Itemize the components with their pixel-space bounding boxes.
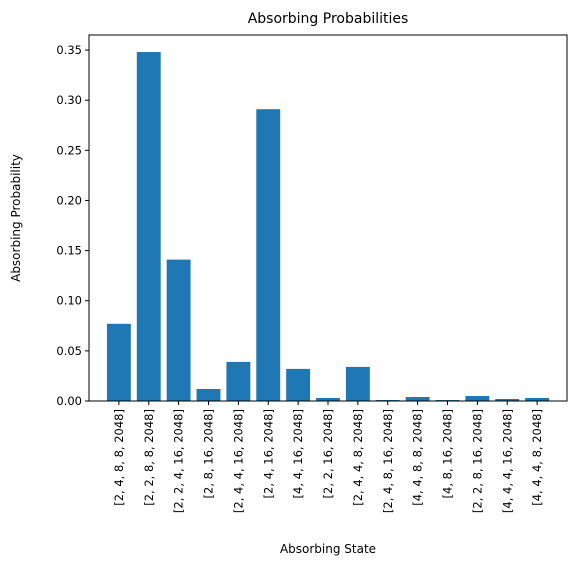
x-tick-label: [4, 4, 16, 2048] <box>291 409 305 498</box>
bar <box>286 368 311 401</box>
chart-title: Absorbing Probabilities <box>248 11 409 27</box>
y-tick-label: 0.15 <box>56 244 82 258</box>
y-axis-label: Absorbing Probability <box>9 154 23 282</box>
plot-area: 0.00 0.05 0.10 0.15 0.20 0.25 0.30 0.35 [2, 4, 8… <box>56 34 568 513</box>
bar <box>525 397 550 401</box>
y-tick-label: 0.20 <box>56 193 82 207</box>
x-tick-label: [2, 2, 4, 16, 2048] <box>172 409 186 513</box>
x-tick-label: [2, 2, 8, 8, 2048] <box>142 409 156 506</box>
y-tick-label: 0.10 <box>56 294 82 308</box>
bar <box>256 109 281 402</box>
bar <box>435 399 460 401</box>
x-tick-label: [2, 2, 16, 2048] <box>321 409 335 498</box>
bar <box>345 366 370 401</box>
bar <box>465 395 490 401</box>
bar <box>106 323 131 401</box>
bar <box>196 388 221 401</box>
x-tick-label: [2, 4, 4, 16, 2048] <box>231 409 245 513</box>
x-tick-label: [2, 4, 4, 8, 2048] <box>351 409 365 506</box>
bar <box>316 397 340 401</box>
y-tick-label: 0.25 <box>56 143 82 157</box>
bar <box>136 52 161 402</box>
x-tick-label: [2, 4, 16, 2048] <box>261 409 275 498</box>
x-tick-label: [4, 4, 4, 8, 2048] <box>530 409 544 506</box>
y-tick-label: 0.05 <box>56 344 82 358</box>
y-tick-label: 0.30 <box>56 93 82 107</box>
bar <box>375 399 400 401</box>
bar <box>226 361 251 401</box>
x-tick-label: [2, 8, 16, 2048] <box>202 409 216 498</box>
y-tick-label: 0.00 <box>56 394 82 408</box>
x-tick-label: [2, 2, 8, 16, 2048] <box>470 409 484 513</box>
bar <box>495 398 520 401</box>
bar <box>405 396 430 401</box>
y-tick-label: 0.35 <box>56 43 82 57</box>
x-axis-label: Absorbing State <box>280 542 376 556</box>
x-tick-label: [4, 8, 16, 2048] <box>441 409 455 498</box>
x-tick-label: [2, 4, 8, 8, 2048] <box>112 409 126 506</box>
x-tick-label: [2, 4, 8, 16, 2048] <box>381 409 395 513</box>
bar <box>166 259 191 401</box>
x-tick-label: [4, 4, 8, 8, 2048] <box>411 409 425 506</box>
x-tick-label: [4, 4, 4, 16, 2048] <box>500 409 514 513</box>
